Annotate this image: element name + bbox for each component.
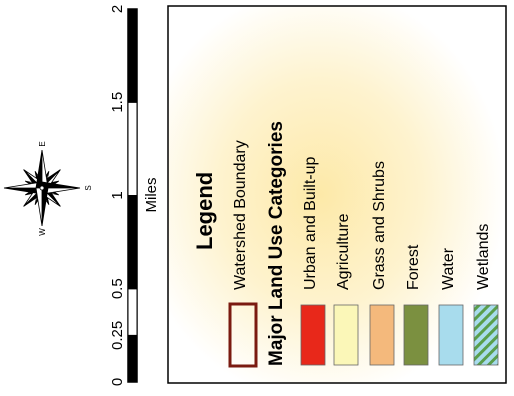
legend-panel: Legend Watershed Boundary Major Land Use…: [167, 5, 507, 384]
scale-tick-label: 0.25: [109, 321, 126, 350]
legend-swatch-grass-and-shrubs: [369, 304, 395, 366]
compass-east-letter: E: [38, 141, 47, 146]
scale-bar-segment: [127, 101, 138, 196]
scale-tick-label: 2: [109, 5, 126, 13]
legend-swatch-forest: [403, 304, 429, 366]
scale-bar-segment: [127, 195, 138, 290]
scale-bar-segment: [127, 8, 138, 103]
legend-label-forest: Forest: [405, 244, 422, 290]
legend-swatch-water: [438, 304, 464, 366]
compass-rose: E S W: [3, 141, 93, 236]
watershed-boundary-label: Watershed Boundary: [232, 140, 249, 290]
scale-bar-segment: [127, 288, 138, 336]
legend-label-agriculture: Agriculture: [335, 213, 352, 290]
compass-south-letter: S: [84, 185, 93, 190]
scale-unit-label: Miles: [143, 177, 160, 212]
legend-swatch-urban-and-built-up: [300, 304, 326, 366]
legend-swatch-wetlands: [473, 304, 499, 366]
legend-label-water: Water: [440, 247, 457, 290]
scale-tick-label: 0.5: [109, 278, 126, 299]
scale-tick-label: 1.5: [109, 92, 126, 113]
legend-label-wetlands: Wetlands: [475, 224, 492, 290]
legend-label-grass-and-shrubs: Grass and Shrubs: [371, 161, 388, 290]
legend-title: Legend: [192, 172, 217, 250]
scale-tick-label: 1: [109, 191, 126, 199]
legend-label-urban-and-built-up: Urban and Built-up: [302, 156, 319, 290]
scale-bar: 0 0.25 0.5 1 1.5 2 Miles: [109, 5, 160, 386]
scale-tick-label: 0: [109, 378, 126, 386]
legend-swatch-agriculture: [333, 304, 359, 366]
compass-west-letter: W: [38, 228, 47, 236]
land-use-heading: Major Land Use Categories: [266, 121, 287, 366]
watershed-boundary-swatch: [228, 302, 258, 368]
scale-bar-segment: [127, 334, 138, 383]
